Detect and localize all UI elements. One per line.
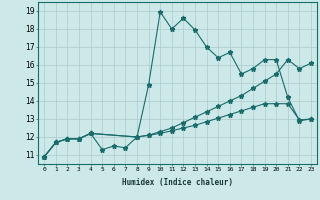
X-axis label: Humidex (Indice chaleur): Humidex (Indice chaleur) — [122, 178, 233, 187]
